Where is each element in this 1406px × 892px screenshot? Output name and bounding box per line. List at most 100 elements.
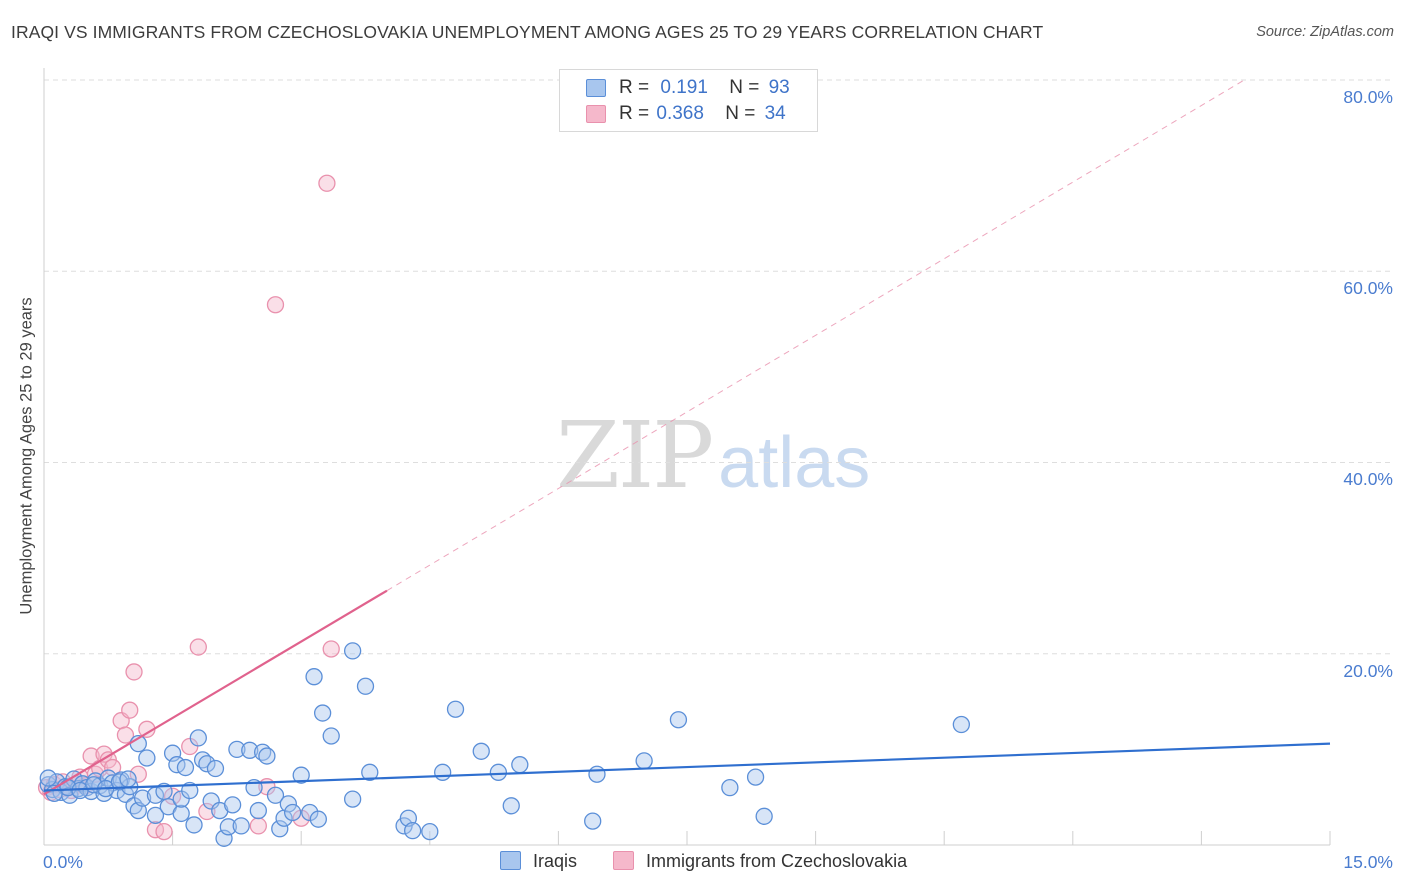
iraqi-point	[746, 768, 765, 786]
y-tick-60: 60.0%	[1343, 278, 1393, 298]
czech-point	[318, 174, 336, 192]
iraqi-point	[202, 792, 220, 810]
legend-n-value: 34	[764, 103, 786, 124]
iraqi-point	[343, 642, 362, 660]
iraqi-point	[206, 759, 225, 778]
legend-r-label: R =	[619, 103, 650, 124]
czech-point	[121, 701, 139, 719]
czech-point	[155, 822, 173, 841]
iraqi-point	[361, 763, 379, 781]
iraqi-point	[198, 755, 216, 773]
legend-swatch-pink	[586, 105, 606, 123]
iraqi-point	[313, 704, 332, 722]
bottom-legend-label-iraqis: Iraqis	[533, 851, 578, 871]
czech-trend-extension	[386, 79, 1245, 592]
y-tick-80: 80.0%	[1343, 87, 1393, 107]
iraqi-point	[952, 715, 970, 734]
iraqi-point	[472, 742, 490, 760]
iraqi-point	[292, 766, 310, 784]
iraqi-point	[249, 801, 267, 820]
czech-trend-line	[43, 589, 388, 796]
czech-point	[189, 638, 207, 656]
iraqi-point	[266, 786, 285, 804]
legend-n-label: N =	[729, 77, 760, 98]
czech-point	[129, 765, 147, 783]
iraqi-point	[232, 817, 250, 835]
czech-point	[322, 640, 340, 658]
legend-text-czech: R = 0.368 N = 34	[619, 103, 786, 125]
czech-point	[125, 663, 143, 681]
iraqi-point	[446, 700, 465, 718]
czech-point	[292, 809, 310, 827]
iraqi-point	[421, 822, 439, 841]
legend-r-value: 0.368	[656, 103, 704, 124]
czech-point	[116, 726, 135, 744]
x-tick-0: 0.0%	[43, 852, 83, 872]
iraqi-point	[279, 795, 297, 813]
source-label: Source: ZipAtlas.com	[1256, 24, 1394, 40]
iraqi-point	[356, 677, 375, 695]
iraqi-point	[223, 796, 242, 814]
axes	[43, 68, 1331, 846]
iraqi-point	[146, 806, 165, 825]
iraqi-point	[434, 763, 452, 781]
y-tick-40: 40.0%	[1343, 469, 1393, 489]
bottom-legend-swatch-blue	[500, 851, 521, 870]
iraqi-point	[343, 790, 362, 808]
gridlines	[44, 79, 1392, 655]
x-tick-15: 15.0%	[1343, 852, 1393, 872]
iraqi-point	[322, 727, 340, 745]
iraqi-point	[133, 789, 152, 807]
trend-lines	[43, 79, 1331, 796]
iraqi-point	[305, 668, 323, 686]
iraqi-point	[635, 752, 653, 770]
legend-n-value: 93	[768, 77, 790, 98]
iraqi-point	[219, 818, 237, 836]
iraqi-point	[283, 803, 302, 822]
correlation-legend: R = 0.191 N = 93 R = 0.368 N = 34	[559, 69, 818, 132]
iraqi-point	[511, 756, 529, 774]
legend-n-label: N =	[725, 103, 756, 124]
czech-point	[266, 296, 285, 314]
iraqi-point	[181, 781, 199, 800]
iraqi-point	[258, 747, 276, 765]
iraqi-point	[301, 803, 319, 822]
legend-swatch-blue	[586, 79, 606, 97]
czech-point	[103, 758, 122, 777]
iraqi-point	[185, 816, 203, 834]
iraqi-point	[502, 797, 520, 815]
iraqi-point	[241, 741, 259, 759]
legend-r-label: R =	[619, 77, 650, 98]
czech-points	[37, 174, 340, 841]
iraqi-point	[172, 804, 190, 823]
iraqi-point	[176, 758, 195, 777]
iraqi-point	[755, 807, 773, 825]
czech-point	[82, 747, 100, 765]
bottom-legend-czech: Immigrants from Czechoslovakia	[613, 851, 907, 872]
iraqi-point	[119, 770, 137, 788]
iraqi-point	[404, 822, 422, 840]
legend-text-iraqis: R = 0.191 N = 93	[619, 77, 790, 99]
iraqi-trend-line	[43, 742, 1331, 792]
iraqi-point	[489, 763, 508, 781]
iraqi-point	[138, 749, 156, 767]
iraqi-point	[721, 778, 739, 797]
iraqi-point	[189, 729, 207, 747]
iraqi-point	[588, 765, 606, 783]
iraqi-point	[669, 711, 688, 729]
chart-title: IRAQI VS IMMIGRANTS FROM CZECHOSLOVAKIA …	[11, 22, 1044, 42]
legend-r-value: 0.191	[660, 77, 708, 98]
y-tick-20: 20.0%	[1343, 661, 1393, 681]
bottom-legend-label-czech: Immigrants from Czechoslovakia	[646, 851, 908, 871]
iraqi-point	[39, 769, 57, 787]
iraqi-points	[39, 642, 970, 847]
iraqi-point	[228, 740, 246, 759]
bottom-legend-iraqis: Iraqis	[500, 851, 577, 872]
y-axis-label: Unemployment Among Ages 25 to 29 years	[17, 297, 36, 615]
iraqi-point	[309, 810, 327, 828]
iraqi-point	[271, 820, 289, 838]
bottom-legend-swatch-pink	[613, 851, 634, 870]
iraqi-point	[584, 812, 602, 830]
czech-point	[249, 817, 267, 835]
